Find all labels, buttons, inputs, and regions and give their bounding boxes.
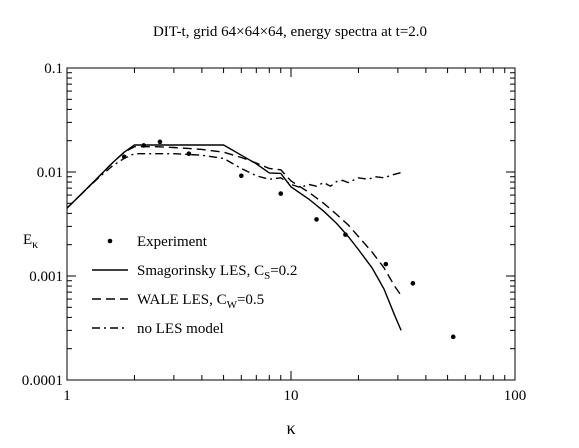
experiment-point	[278, 191, 284, 196]
legend-label: no LES model	[137, 321, 224, 337]
x-tick-label: 100	[504, 388, 527, 404]
legend-label-tail: =0.2	[270, 263, 297, 279]
y-axis-label: Eκ	[23, 232, 38, 251]
legend-item: Experiment	[107, 234, 208, 250]
plot-border	[66, 67, 516, 381]
legend-label-main: Smagorinsky LES, C	[137, 263, 264, 279]
series-dashed	[66, 145, 402, 296]
experiment-point	[383, 261, 389, 267]
series-dashdot	[66, 152, 402, 209]
axis-ticks	[66, 67, 516, 381]
legend-label: Experiment	[137, 234, 208, 250]
series-points	[121, 139, 456, 340]
legend-label-sub: S	[264, 270, 270, 282]
y-axis-label-sub: κ	[32, 237, 38, 251]
experiment-point	[314, 217, 319, 222]
y-tick-label: 0.01	[37, 165, 63, 181]
experiment-point	[186, 151, 192, 156]
legend-label-main: Experiment	[137, 234, 208, 250]
chart-title: DIT-t, grid 64×64×64, energy spectra at …	[153, 24, 427, 40]
y-tick-label: 0.0001	[22, 373, 63, 389]
legend-label-main: no LES model	[137, 321, 224, 337]
y-tick-label: 0.1	[44, 61, 63, 77]
series-layer	[66, 139, 456, 340]
plot-frame	[66, 67, 516, 381]
x-tick-label: 1	[63, 388, 71, 404]
experiment-point	[157, 139, 163, 145]
legend-label: WALE LES, CW=0.5	[137, 292, 264, 311]
legend-label-tail: =0.5	[237, 292, 264, 308]
legend-label: Smagorinsky LES, CS=0.2	[137, 263, 297, 282]
tick-labels: 1 10 100 0.0001 0.001 0.01 0.1	[22, 61, 527, 404]
legend-label-sub: W	[227, 299, 238, 311]
legend-item: WALE LES, CW=0.5	[92, 292, 264, 311]
legend-marker	[107, 238, 113, 244]
experiment-point	[450, 334, 456, 340]
experiment-point	[410, 281, 416, 286]
y-tick-label: 0.001	[29, 269, 63, 285]
legend: Experiment Smagorinsky LES, CS=0.2 WALE LE…	[92, 234, 297, 337]
legend-item: Smagorinsky LES, CS=0.2	[92, 263, 297, 282]
legend-item: no LES model	[92, 321, 224, 337]
series-line	[66, 145, 402, 296]
legend-label-main: WALE LES, C	[137, 292, 227, 308]
experiment-point	[343, 232, 348, 237]
x-tick-label: 10	[284, 388, 299, 404]
series-line	[66, 152, 402, 209]
y-axis-label-main: E	[23, 232, 32, 248]
experiment-point	[239, 173, 244, 179]
x-axis-label: κ	[286, 418, 295, 438]
